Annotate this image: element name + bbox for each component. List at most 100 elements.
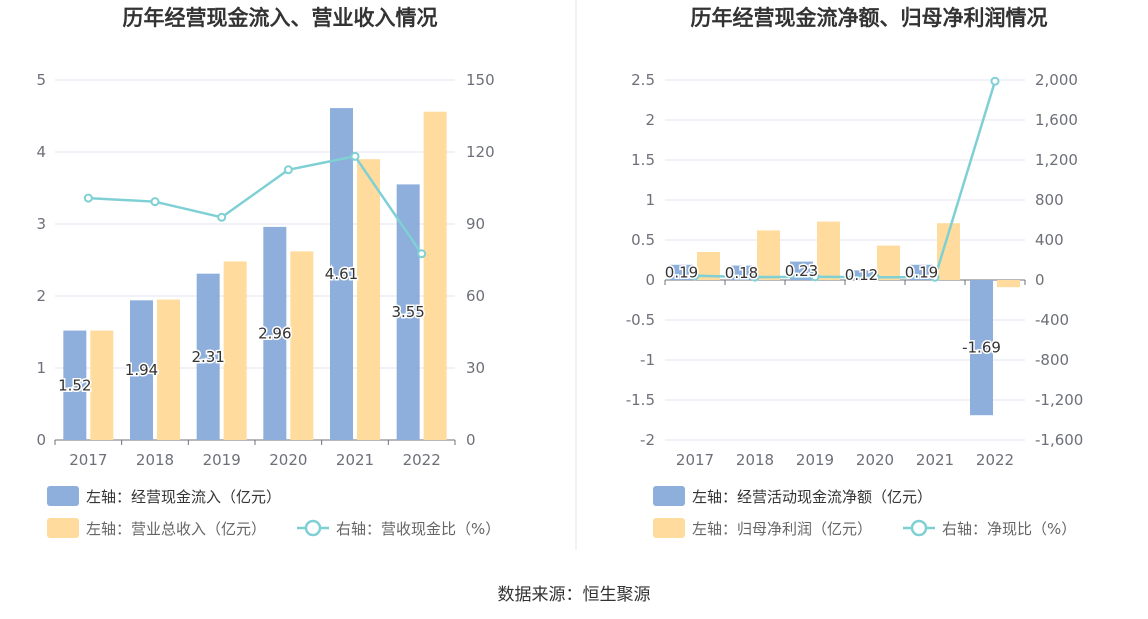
bar-data-label: 0.23 (785, 262, 818, 280)
x-axis-label: 2021 (336, 451, 374, 469)
right-axis-tick: 120 (466, 143, 495, 161)
line-point (810, 272, 820, 282)
right-axis-tick: 1,600 (1035, 111, 1078, 129)
bar-secondary (423, 111, 447, 441)
x-axis-label: 2018 (736, 451, 774, 469)
bar-secondary (817, 221, 840, 280)
line-point (150, 197, 160, 207)
bar-secondary (877, 245, 900, 280)
legend-label: 左轴：经营活动现金流净额（亿元） (692, 488, 932, 506)
bar-data-label: 1.94 (125, 361, 158, 379)
legend-swatch-secondary (653, 518, 685, 538)
legend-swatch-primary (47, 486, 79, 506)
left-axis-tick: -1 (640, 351, 655, 369)
left-axis-tick: -0.5 (626, 311, 655, 329)
bar-secondary (357, 159, 380, 440)
line-point (83, 193, 93, 203)
right-axis-tick: -1,600 (1035, 431, 1083, 449)
bar-data-label: 4.61 (325, 265, 358, 283)
left-axis-tick: 2.5 (631, 71, 655, 89)
bar-secondary (997, 280, 1020, 288)
right-axis-tick: 150 (466, 71, 495, 89)
bar-primary (970, 280, 993, 416)
series-line (88, 154, 423, 255)
right-axis-tick: 400 (1035, 231, 1064, 249)
x-axis-label: 2019 (796, 451, 834, 469)
line-point (283, 165, 293, 175)
chart-title: 历年经营现金流入、营业收入情况 (123, 6, 438, 30)
left-axis-tick: 5 (36, 71, 46, 89)
right-axis-tick: -800 (1035, 351, 1069, 369)
line-point (870, 272, 880, 282)
bar-secondary (157, 299, 180, 440)
bar-data-label: 0.18 (725, 264, 758, 282)
left-axis-tick: 2 (36, 287, 46, 305)
x-axis-label: 2022 (976, 451, 1014, 469)
legend-label: 右轴：净现比（%） (942, 520, 1076, 538)
left-axis-tick: 1 (645, 191, 655, 209)
x-axis-label: 2017 (676, 451, 714, 469)
x-axis-label: 2019 (203, 451, 241, 469)
legend-label: 右轴：营收现金比（%） (336, 520, 500, 538)
x-axis-label: 2022 (403, 451, 441, 469)
line-point (750, 272, 760, 282)
bar-data-label: 0.19 (665, 263, 698, 281)
right-axis-tick: 60 (466, 287, 485, 305)
bar-primary (670, 264, 693, 280)
line-point (930, 272, 940, 282)
bar-data-label: 1.52 (58, 376, 91, 394)
bar-primary (850, 270, 873, 280)
right-axis-tick: 90 (466, 215, 485, 233)
legend-label: 左轴：营业总收入（亿元） (86, 520, 266, 538)
x-axis-label: 2021 (916, 451, 954, 469)
right-axis-tick: 0 (466, 431, 476, 449)
left-axis-tick: 0 (645, 271, 655, 289)
right-axis-tick: 2,000 (1035, 71, 1078, 89)
line-point (990, 76, 1000, 86)
line-point (350, 151, 360, 161)
bar-data-label: 2.96 (258, 324, 291, 342)
left-axis-tick: 0 (36, 431, 46, 449)
line-point (417, 249, 427, 259)
bar-primary (263, 226, 287, 440)
right-axis-tick: 800 (1035, 191, 1064, 209)
chart-panel-netcash-profit: 历年经营现金流净额、归母净利润情况 -2 -1.5 -1 -0.5 0 0.5 1 1.5 2 2.… (626, 6, 1083, 538)
bar-data-label: 2.31 (191, 348, 224, 366)
bar-data-label: 0.19 (905, 263, 938, 281)
bar-primary (196, 273, 220, 440)
bar-secondary (757, 230, 780, 280)
left-axis-tick: 2 (645, 111, 655, 129)
right-axis-tick: 0 (1035, 271, 1045, 289)
left-axis-tick: -2 (640, 431, 655, 449)
legend-label: 左轴：归母净利润（亿元） (692, 520, 872, 538)
series-line (694, 80, 997, 279)
left-axis-tick: -1.5 (626, 391, 655, 409)
legend-label: 左轴：经营现金流入（亿元） (86, 488, 281, 506)
legend-swatch-primary (653, 486, 685, 506)
legend-swatch-secondary (47, 518, 79, 538)
bar-primary (130, 300, 153, 440)
bar-primary (63, 330, 87, 440)
right-axis-tick: 30 (466, 359, 485, 377)
x-axis-label: 2017 (69, 451, 107, 469)
left-axis-tick: 1.5 (631, 151, 655, 169)
left-axis-tick: 4 (36, 143, 46, 161)
line-point (217, 212, 227, 222)
right-axis-tick: -400 (1035, 311, 1069, 329)
bar-data-label: 0.12 (845, 266, 878, 284)
bar-secondary (223, 261, 247, 440)
x-axis-label: 2020 (269, 451, 307, 469)
chart-panel-cashflow-revenue: 历年经营现金流入、营业收入情况 0 1 2 3 4 5 0 30 60 90 120 150 2017 20… (36, 6, 500, 538)
x-axis-label: 2018 (136, 451, 174, 469)
bar-secondary (290, 251, 314, 440)
data-source: 数据来源：恒生聚源 (498, 585, 651, 605)
right-axis-tick: -1,200 (1035, 391, 1083, 409)
bar-secondary (937, 223, 960, 280)
left-axis-tick: 3 (36, 215, 46, 233)
left-axis-tick: 0.5 (631, 231, 655, 249)
chart-title: 历年经营现金流净额、归母净利润情况 (691, 6, 1048, 30)
legend-line-marker (910, 519, 928, 537)
legend-line-marker (304, 519, 322, 537)
bar-secondary (697, 252, 720, 280)
